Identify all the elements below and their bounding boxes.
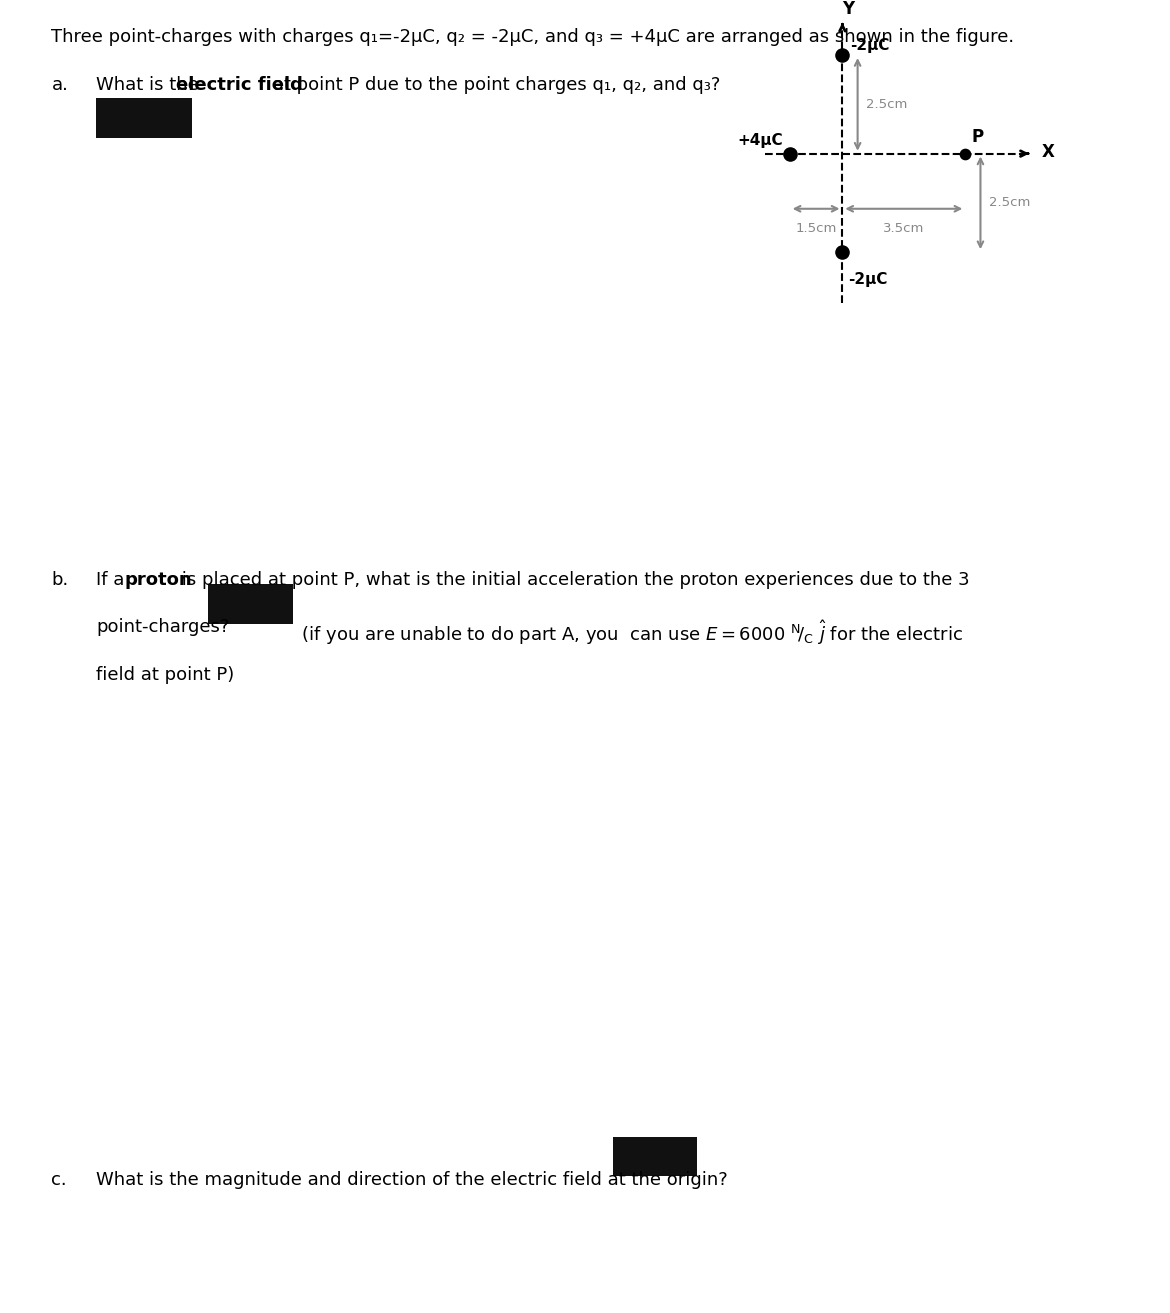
Text: 2.5cm: 2.5cm xyxy=(989,197,1030,209)
Text: What is the: What is the xyxy=(96,76,205,95)
Text: at point P due to the point charges q₁, q₂, and q₃?: at point P due to the point charges q₁, … xyxy=(267,76,721,95)
Text: 2.5cm: 2.5cm xyxy=(866,98,907,110)
Text: +4μC: +4μC xyxy=(737,134,783,148)
Text: Three point-charges with charges q₁=-2μC, q₂ = -2μC, and q₃ = +4μC are arranged : Three point-charges with charges q₁=-2μC… xyxy=(51,28,1014,46)
Text: b.: b. xyxy=(51,571,69,590)
Text: a.: a. xyxy=(51,76,68,95)
FancyBboxPatch shape xyxy=(613,1137,697,1176)
Point xyxy=(780,143,799,164)
Text: 1.5cm: 1.5cm xyxy=(796,222,837,235)
Text: X: X xyxy=(1041,143,1054,161)
Text: 3.5cm: 3.5cm xyxy=(883,222,924,235)
Text: is placed at point P, what is the initial acceleration the proton experiences du: is placed at point P, what is the initia… xyxy=(176,571,969,590)
FancyBboxPatch shape xyxy=(208,584,292,624)
Point xyxy=(956,143,975,164)
Text: What is the magnitude and direction of the electric field at the origin?: What is the magnitude and direction of t… xyxy=(96,1171,728,1190)
Text: -2μC: -2μC xyxy=(848,272,888,286)
Text: If a: If a xyxy=(96,571,130,590)
Text: -2μC: -2μC xyxy=(851,38,890,53)
Text: c.: c. xyxy=(51,1171,67,1190)
Text: field at point P): field at point P) xyxy=(96,666,234,684)
Point xyxy=(833,242,852,263)
Text: point-charges?: point-charges? xyxy=(96,618,229,637)
Text: Y: Y xyxy=(842,0,854,18)
Text: electric field: electric field xyxy=(176,76,302,95)
FancyBboxPatch shape xyxy=(96,98,192,138)
Text: P: P xyxy=(971,127,983,146)
Point xyxy=(833,45,852,66)
Text: (if you are unable to do part A, you  can use $E = 6000\ \mathregular{{}^{N}\!/_: (if you are unable to do part A, you can… xyxy=(296,618,963,647)
Text: proton: proton xyxy=(124,571,192,590)
